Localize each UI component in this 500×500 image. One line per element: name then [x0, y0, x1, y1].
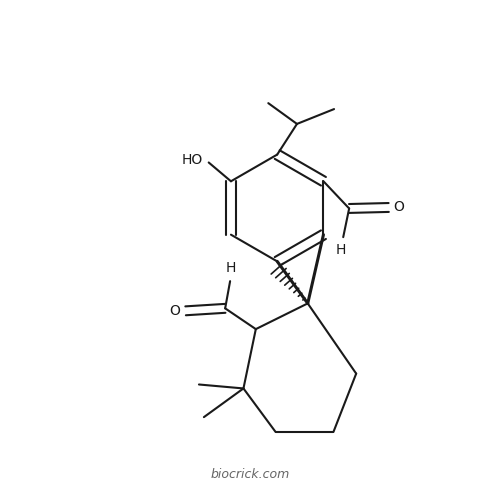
Text: O: O — [394, 200, 404, 214]
Text: H: H — [336, 243, 346, 257]
Text: biocrick.com: biocrick.com — [210, 468, 290, 481]
Text: H: H — [226, 261, 236, 275]
Text: HO: HO — [182, 152, 203, 166]
Text: O: O — [169, 304, 179, 318]
